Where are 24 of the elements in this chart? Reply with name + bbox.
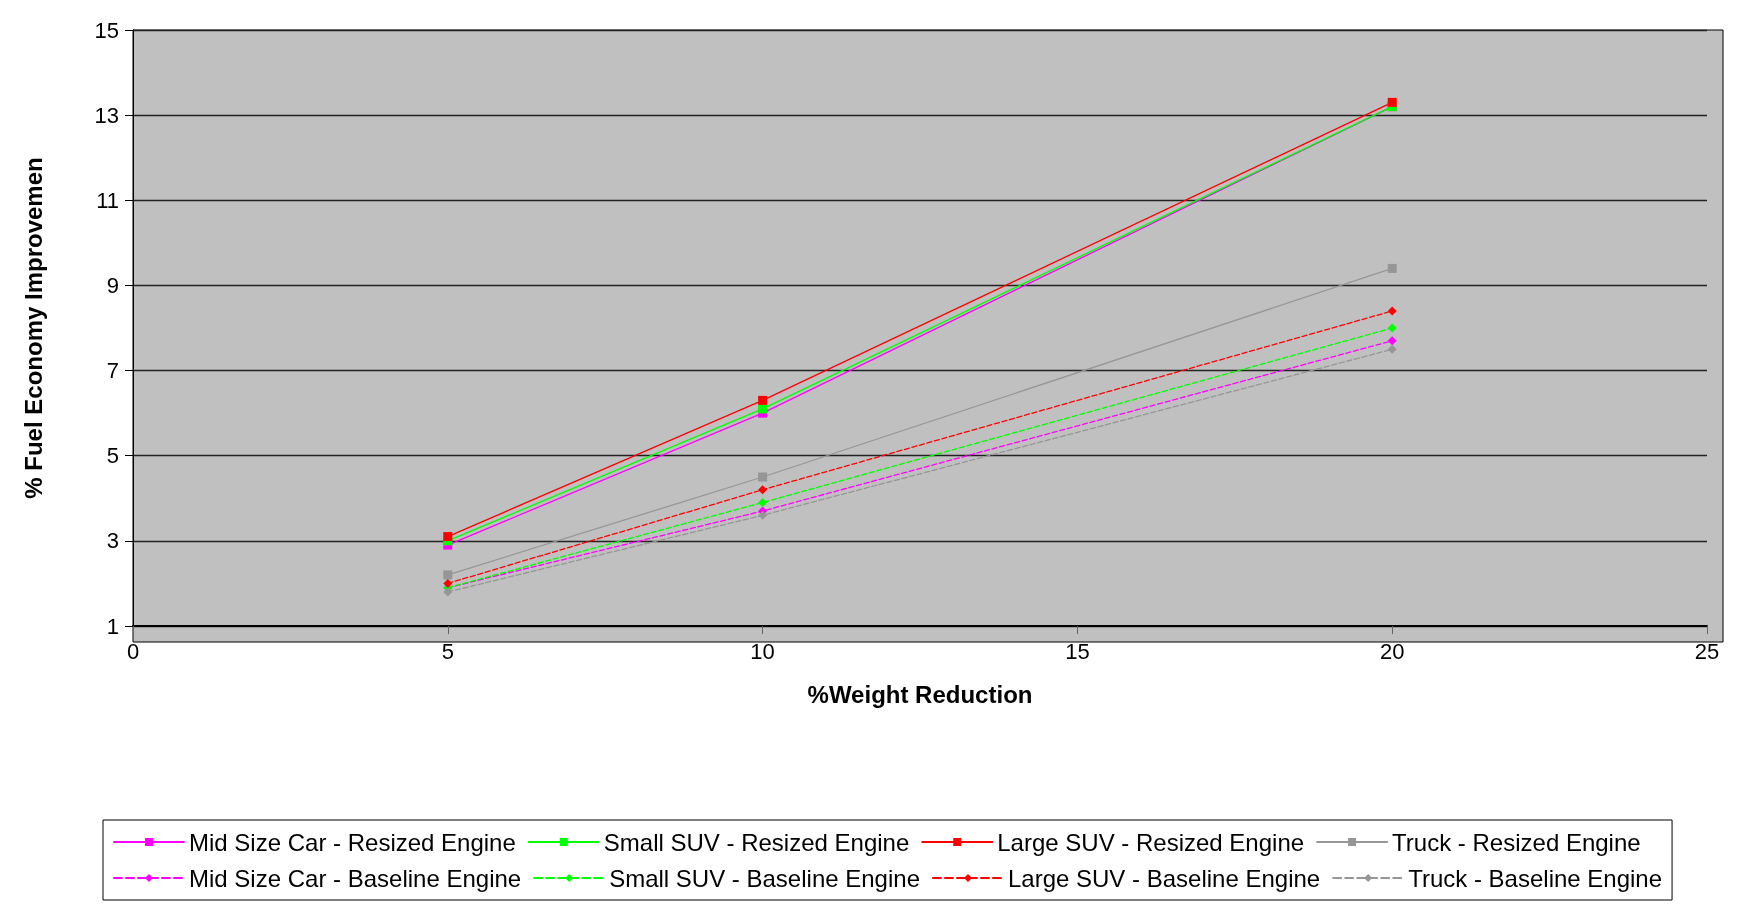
- y-tick-label: 3: [106, 528, 119, 554]
- x-tick-label: 10: [750, 638, 775, 664]
- legend-label: Large SUV - Resized Engine: [997, 828, 1305, 856]
- x-tick-label: 15: [1065, 638, 1090, 664]
- y-axis-title: % Fuel Economy Improvemen: [19, 157, 47, 499]
- x-tick-label: 25: [1694, 638, 1720, 664]
- x-tick-label: 5: [441, 638, 454, 664]
- legend-label: Truck - Resized Engine: [1392, 828, 1641, 856]
- y-tick-label: 1: [106, 613, 119, 639]
- legend-label: Large SUV - Baseline Engine: [1007, 864, 1321, 892]
- legend-label: Mid Size Car - Baseline Engine: [189, 864, 522, 892]
- legend-label: Truck - Baseline Engine: [1408, 864, 1663, 892]
- legend-label: Mid Size Car - Resized Engine: [189, 828, 516, 856]
- y-tick-label: 5: [106, 443, 119, 469]
- legend-label: Small SUV - Baseline Engine: [609, 864, 920, 892]
- y-tick-label: 15: [94, 17, 119, 43]
- y-tick-label: 9: [106, 272, 119, 298]
- y-tick-label: 13: [94, 102, 119, 128]
- y-tick-label: 11: [96, 187, 119, 213]
- x-axis-title: %Weight Reduction: [807, 680, 1033, 708]
- y-tick-label: 7: [106, 358, 119, 384]
- x-tick-label: 0: [126, 638, 140, 664]
- x-tick-label: 20: [1379, 638, 1405, 664]
- legend-label: Small SUV - Resized Engine: [603, 828, 910, 856]
